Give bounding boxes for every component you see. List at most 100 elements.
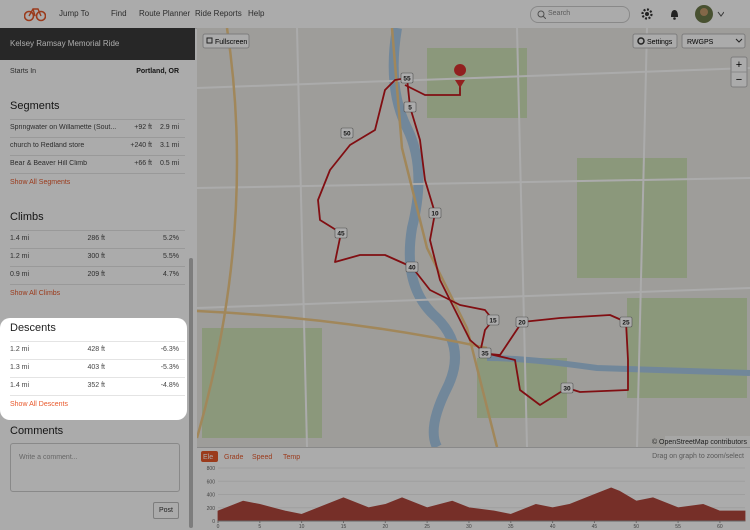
mile-marker <box>340 127 354 139</box>
row-divider <box>10 377 185 378</box>
map-attribution: © OpenStreetMap contributors <box>652 438 748 446</box>
map: Fullscreen Settings RWGPS +− © OpenStree… <box>197 28 750 447</box>
row-divider <box>10 395 185 396</box>
starts-value: Portland, OR <box>136 68 179 75</box>
scrollbar[interactable] <box>189 258 193 528</box>
x-tick-label: 55 <box>675 524 681 530</box>
elevation-tab[interactable]: Ele <box>203 454 213 461</box>
segments-cell[interactable]: church to Redland store <box>10 142 85 149</box>
y-tick-label: 800 <box>207 466 216 472</box>
descents-cell: -6.3% <box>160 346 179 353</box>
descents-link[interactable]: Show All Descents <box>10 401 68 408</box>
mile-marker-label: 5 <box>408 105 412 112</box>
x-tick-label: 5 <box>258 524 261 530</box>
mile-marker-label: 15 <box>489 318 497 325</box>
nav-item[interactable]: Jump To <box>59 9 90 18</box>
x-tick-label: 0 <box>217 524 220 530</box>
descents-cell: 1.2 mi <box>10 346 30 353</box>
climbs-cell: 4.7% <box>163 271 179 278</box>
mile-marker-label: 45 <box>337 231 345 238</box>
elevation-tab[interactable]: Grade <box>224 454 244 461</box>
notifications-icon[interactable] <box>669 8 680 20</box>
fullscreen-label: Fullscreen <box>215 39 247 46</box>
layer-label: RWGPS <box>687 39 714 46</box>
nav-item[interactable]: Ride Reports <box>195 9 242 18</box>
climbs-cell: 1.2 mi <box>10 253 30 260</box>
descents-cell: 352 ft <box>87 382 105 389</box>
nav-item[interactable]: Route Planner <box>139 9 191 18</box>
fullscreen-button[interactable]: Fullscreen <box>202 33 250 49</box>
mile-marker <box>405 261 419 273</box>
segments-cell: 0.5 mi <box>159 160 179 167</box>
post-button[interactable]: Post <box>153 502 179 519</box>
descents-cell: 428 ft <box>87 346 105 353</box>
start-pin[interactable] <box>454 64 467 88</box>
climbs-heading: Climbs <box>10 211 44 223</box>
sidebar: Kelsey Ramsay Memorial Ride Starts In Po… <box>0 28 195 530</box>
segments-heading: Segments <box>10 100 60 112</box>
climbs-cell: 0.9 mi <box>10 271 30 278</box>
mile-marker-label: 35 <box>481 351 489 358</box>
elevation-tab[interactable]: Speed <box>252 454 272 461</box>
comment-box[interactable]: Write a comment... <box>10 443 180 492</box>
row-divider <box>10 341 185 342</box>
segments-cell[interactable]: Springwater on Willamette (Sout... <box>10 124 117 131</box>
mile-marker <box>428 207 442 219</box>
mile-marker <box>400 72 414 84</box>
row-divider <box>10 119 185 120</box>
elevation-tab[interactable]: Temp <box>283 454 300 461</box>
climbs-cell: 300 ft <box>87 253 105 260</box>
descents-cell: -5.3% <box>160 364 179 371</box>
segments-link[interactable]: Show All Segments <box>10 179 71 186</box>
segments-cell[interactable]: Bear & Beaver Hill Climb <box>10 160 88 167</box>
descents-cell: 1.4 mi <box>10 382 30 389</box>
settings-icon[interactable] <box>641 8 653 20</box>
segments-cell: +92 ft <box>134 124 152 131</box>
row-divider <box>10 248 185 249</box>
descents-cell: -4.8% <box>160 382 179 389</box>
mile-marker <box>515 316 529 328</box>
zoom-controls[interactable]: +− <box>730 56 748 88</box>
sidebar-header: Kelsey Ramsay Memorial Ride <box>0 28 195 60</box>
climbs-cell: 1.4 mi <box>10 235 30 242</box>
settings-label: Settings <box>647 39 673 46</box>
y-tick-label: 200 <box>207 506 216 512</box>
elevation-hint: Drag on graph to zoom/select <box>652 453 744 460</box>
segments-cell: 2.9 mi <box>159 124 179 131</box>
mile-marker <box>403 101 417 113</box>
x-tick-label: 60 <box>717 524 723 530</box>
x-tick-label: 25 <box>424 524 430 530</box>
comment-placeholder: Write a comment... <box>19 454 78 461</box>
zoom-out[interactable]: − <box>736 74 742 86</box>
climbs-cell: 286 ft <box>87 235 105 242</box>
settings-button[interactable]: Settings <box>632 33 678 49</box>
search-placeholder: Search <box>548 10 571 17</box>
mile-marker <box>619 316 633 328</box>
x-tick-label: 40 <box>550 524 556 530</box>
elevation-area <box>217 487 746 522</box>
top-nav: Jump To Find Route Planner Ride Reports Help… <box>0 0 750 29</box>
row-divider <box>10 173 185 174</box>
layer-select[interactable]: RWGPS <box>681 33 746 49</box>
x-tick-label: 35 <box>508 524 514 530</box>
mile-marker-label: 20 <box>518 320 526 327</box>
mile-marker <box>560 382 574 394</box>
nav-item[interactable]: Find <box>111 9 127 18</box>
y-tick-label: 400 <box>207 493 216 499</box>
row-divider <box>10 359 185 360</box>
mile-marker-label: 25 <box>622 320 630 327</box>
segments-cell: 3.1 mi <box>159 142 179 149</box>
segments-cell: +66 ft <box>134 160 152 167</box>
zoom-in[interactable]: + <box>736 59 742 71</box>
search-box[interactable]: Search <box>530 6 630 23</box>
y-tick-label: 0 <box>212 519 215 525</box>
avatar[interactable] <box>694 4 724 24</box>
mile-marker-label: 50 <box>343 131 351 138</box>
nav-item[interactable]: Help <box>248 9 265 18</box>
row-divider <box>10 137 185 138</box>
mile-marker <box>334 227 348 239</box>
climbs-cell: 5.2% <box>163 235 179 242</box>
climbs-link[interactable]: Show All Climbs <box>10 290 61 297</box>
